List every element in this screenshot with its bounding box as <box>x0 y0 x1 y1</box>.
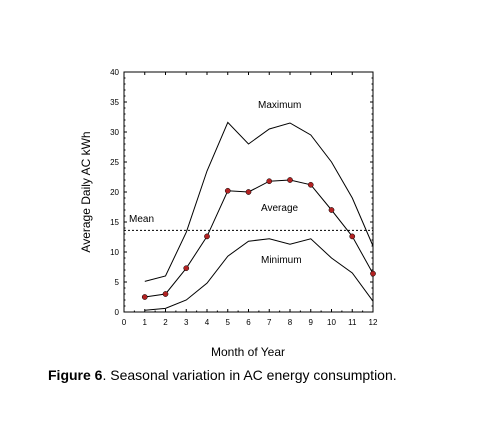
data-point-average <box>162 291 169 297</box>
caption-text: . Seasonal variation in AC energy consum… <box>102 367 397 383</box>
data-point-average <box>370 270 376 277</box>
x-tick-label: 5 <box>226 318 231 327</box>
x-tick-label: 11 <box>348 318 357 327</box>
annotation-average: Average <box>261 203 299 214</box>
y-tick-label: 30 <box>110 128 119 137</box>
x-tick-label: 10 <box>327 318 336 327</box>
data-point-average <box>266 178 273 185</box>
y-tick-label: 25 <box>110 158 119 167</box>
data-point-average <box>183 265 190 272</box>
x-tick-label: 7 <box>267 318 272 327</box>
x-tick-label: 8 <box>288 318 293 327</box>
y-tick-label: 0 <box>115 308 120 317</box>
annotation-minimum: Minimum <box>261 255 302 266</box>
series-line-maximum <box>144 121 374 282</box>
series-line-average <box>144 179 374 298</box>
data-point-average <box>307 181 314 188</box>
x-axis-title: Month of Year <box>211 345 285 359</box>
annotation-mean: Mean <box>129 214 154 225</box>
y-tick-label: 40 <box>110 68 119 77</box>
annotation-maximum: Maximum <box>258 100 301 111</box>
x-tick-label: 4 <box>205 318 210 327</box>
x-tick-label: 12 <box>369 318 378 327</box>
data-point-average <box>224 187 231 194</box>
figure-caption: Figure 6. Seasonal variation in AC energ… <box>48 367 488 383</box>
data-point-average <box>141 294 148 300</box>
data-point-average <box>287 177 293 183</box>
y-axis-title: Average Daily AC kWh <box>79 131 93 252</box>
x-tick-label: 0 <box>122 318 127 327</box>
data-point-average <box>349 233 356 240</box>
y-tick-label: 35 <box>110 98 119 107</box>
data-point-average <box>204 233 210 240</box>
series-line-minimum <box>144 238 374 311</box>
x-tick-label: 3 <box>184 318 189 327</box>
x-tick-label: 6 <box>246 318 251 327</box>
x-tick-label: 2 <box>163 318 168 327</box>
data-point-average <box>245 189 252 195</box>
y-tick-label: 15 <box>110 218 119 227</box>
y-tick-label: 10 <box>110 248 119 257</box>
figure-label: Figure 6 <box>48 367 103 383</box>
x-tick-label: 1 <box>143 318 148 327</box>
x-tick-label: 9 <box>309 318 314 327</box>
y-tick-label: 20 <box>110 188 119 197</box>
y-tick-label: 5 <box>115 278 120 287</box>
data-point-average <box>328 207 335 213</box>
